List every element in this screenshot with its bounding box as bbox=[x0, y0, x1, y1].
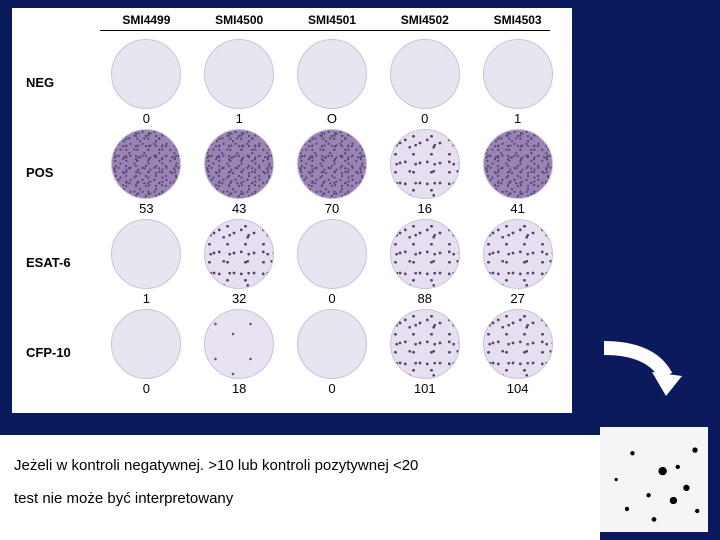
well-column: O bbox=[286, 39, 379, 126]
well-column: 16 bbox=[378, 129, 471, 216]
well-value: 27 bbox=[510, 291, 524, 306]
column-header: SMI4501 bbox=[286, 13, 379, 27]
well-value: 0 bbox=[328, 291, 335, 306]
well-column: 53 bbox=[100, 129, 193, 216]
well-column: 18 bbox=[193, 309, 286, 396]
well-value: 18 bbox=[232, 381, 246, 396]
wells-row: 53 43 70 16 41 bbox=[100, 129, 564, 216]
well-column: 0 bbox=[378, 39, 471, 126]
well-value: 43 bbox=[232, 201, 246, 216]
zoom-detail-panel bbox=[600, 427, 708, 532]
caption-line-1: Jeżeli w kontroli negatywnej. >10 lub ko… bbox=[14, 455, 586, 476]
well-column: 0 bbox=[100, 39, 193, 126]
well-circle bbox=[483, 309, 553, 379]
well-column: 1 bbox=[193, 39, 286, 126]
well-circle bbox=[204, 309, 274, 379]
header-rule bbox=[100, 30, 550, 31]
well-circle bbox=[390, 309, 460, 379]
zoom-spots bbox=[600, 427, 708, 532]
well-circle bbox=[297, 309, 367, 379]
well-circle bbox=[483, 129, 553, 199]
well-column: 70 bbox=[286, 129, 379, 216]
column-header: SMI4499 bbox=[100, 13, 193, 27]
zoom-arrow bbox=[596, 338, 686, 398]
well-column: 41 bbox=[471, 129, 564, 216]
well-value: 0 bbox=[143, 111, 150, 126]
well-circle bbox=[111, 39, 181, 109]
well-value: 88 bbox=[418, 291, 432, 306]
well-value: 53 bbox=[139, 201, 153, 216]
row-label: POS bbox=[20, 165, 100, 180]
well-value: 0 bbox=[143, 381, 150, 396]
well-circle bbox=[111, 309, 181, 379]
assay-row: ESAT-6 1 32 0 88 27 bbox=[20, 217, 564, 307]
well-column: 1 bbox=[100, 219, 193, 306]
well-column: 0 bbox=[100, 309, 193, 396]
figure-inner: SMI4499SMI4500SMI4501SMI4502SMI4503 NEG0… bbox=[20, 13, 564, 408]
well-column: 101 bbox=[378, 309, 471, 396]
assay-row: CFP-10 0 18 0 101 104 bbox=[20, 307, 564, 397]
well-value: 1 bbox=[514, 111, 521, 126]
well-column: 88 bbox=[378, 219, 471, 306]
well-circle bbox=[483, 219, 553, 289]
wells-row: 0 1 O 0 1 bbox=[100, 39, 564, 126]
assay-row: POS 53 43 70 16 41 bbox=[20, 127, 564, 217]
row-label: CFP-10 bbox=[20, 345, 100, 360]
well-circle bbox=[204, 39, 274, 109]
well-circle bbox=[297, 39, 367, 109]
well-column: 43 bbox=[193, 129, 286, 216]
well-value: 70 bbox=[325, 201, 339, 216]
well-circle bbox=[111, 129, 181, 199]
caption-panel: Jeżeli w kontroli negatywnej. >10 lub ko… bbox=[0, 435, 600, 540]
well-circle bbox=[297, 129, 367, 199]
column-header: SMI4502 bbox=[378, 13, 471, 27]
well-circle bbox=[204, 129, 274, 199]
well-column: 0 bbox=[286, 309, 379, 396]
well-value: 16 bbox=[418, 201, 432, 216]
wells-row: 0 18 0 101 104 bbox=[100, 309, 564, 396]
row-label: NEG bbox=[20, 75, 100, 90]
well-value: 0 bbox=[328, 381, 335, 396]
well-value: O bbox=[327, 111, 337, 126]
rows-container: NEG01O01POS5343701641ESAT-613208827CFP-1… bbox=[20, 37, 564, 397]
well-value: 104 bbox=[507, 381, 529, 396]
well-column: 104 bbox=[471, 309, 564, 396]
column-header: SMI4503 bbox=[471, 13, 564, 27]
well-value: 32 bbox=[232, 291, 246, 306]
well-circle bbox=[297, 219, 367, 289]
column-headers: SMI4499SMI4500SMI4501SMI4502SMI4503 bbox=[100, 13, 564, 27]
elispot-figure-panel: SMI4499SMI4500SMI4501SMI4502SMI4503 NEG0… bbox=[12, 8, 572, 413]
well-value: 1 bbox=[236, 111, 243, 126]
well-column: 27 bbox=[471, 219, 564, 306]
column-header: SMI4500 bbox=[193, 13, 286, 27]
assay-row: NEG 0 1 O 0 1 bbox=[20, 37, 564, 127]
well-circle bbox=[204, 219, 274, 289]
well-circle bbox=[390, 219, 460, 289]
well-value: 41 bbox=[510, 201, 524, 216]
well-circle bbox=[390, 39, 460, 109]
caption-line-2: test nie może być interpretowany bbox=[14, 488, 586, 509]
well-circle bbox=[390, 129, 460, 199]
well-circle bbox=[483, 39, 553, 109]
well-column: 1 bbox=[471, 39, 564, 126]
well-value: 101 bbox=[414, 381, 436, 396]
row-label: ESAT-6 bbox=[20, 255, 100, 270]
well-column: 0 bbox=[286, 219, 379, 306]
well-circle bbox=[111, 219, 181, 289]
well-column: 32 bbox=[193, 219, 286, 306]
wells-row: 1 32 0 88 27 bbox=[100, 219, 564, 306]
well-value: 0 bbox=[421, 111, 428, 126]
well-value: 1 bbox=[143, 291, 150, 306]
